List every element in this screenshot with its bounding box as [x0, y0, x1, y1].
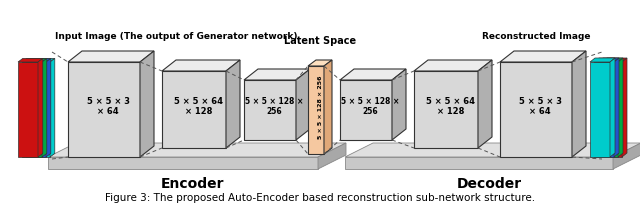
- Polygon shape: [602, 58, 627, 62]
- Polygon shape: [50, 58, 55, 157]
- Text: 5 × 5 × 128 ×
256: 5 × 5 × 128 × 256: [341, 97, 399, 116]
- Polygon shape: [345, 143, 640, 157]
- Polygon shape: [226, 60, 240, 148]
- Polygon shape: [140, 51, 154, 157]
- Text: Latent Space: Latent Space: [284, 36, 356, 46]
- Text: Encoder: Encoder: [161, 177, 225, 191]
- Polygon shape: [622, 58, 627, 157]
- Polygon shape: [324, 60, 332, 154]
- Polygon shape: [610, 58, 615, 157]
- Polygon shape: [68, 51, 154, 62]
- Polygon shape: [618, 58, 623, 157]
- Polygon shape: [162, 71, 226, 148]
- Polygon shape: [30, 62, 50, 157]
- Text: 5 × 5 × 64
× 128: 5 × 5 × 64 × 128: [173, 96, 223, 116]
- Polygon shape: [244, 69, 310, 80]
- Polygon shape: [22, 58, 47, 62]
- Polygon shape: [308, 60, 332, 66]
- Polygon shape: [478, 60, 492, 148]
- Text: Decoder: Decoder: [456, 177, 522, 191]
- Polygon shape: [613, 143, 640, 169]
- Polygon shape: [18, 58, 43, 62]
- Polygon shape: [572, 51, 586, 157]
- Polygon shape: [162, 60, 240, 71]
- Text: 5 × 5 × 128 ×
256: 5 × 5 × 128 × 256: [245, 97, 303, 116]
- Polygon shape: [392, 69, 406, 140]
- Polygon shape: [594, 58, 619, 62]
- Polygon shape: [345, 157, 613, 169]
- Polygon shape: [590, 62, 610, 157]
- Polygon shape: [18, 62, 38, 157]
- Polygon shape: [38, 58, 43, 157]
- Polygon shape: [46, 58, 51, 157]
- Polygon shape: [22, 62, 42, 157]
- Text: Figure 3: The proposed Auto-Encoder based reconstruction sub-network structure.: Figure 3: The proposed Auto-Encoder base…: [105, 193, 535, 203]
- Text: 5 × 5 × 3
× 64: 5 × 5 × 3 × 64: [86, 96, 130, 116]
- Polygon shape: [590, 58, 615, 62]
- Polygon shape: [340, 80, 392, 140]
- Text: 5 × 5 × 3
× 64: 5 × 5 × 3 × 64: [518, 96, 562, 116]
- Text: Input Image (The output of Generator network): Input Image (The output of Generator net…: [55, 31, 298, 41]
- Polygon shape: [598, 62, 618, 157]
- Text: 5 × 5 × 64
× 128: 5 × 5 × 64 × 128: [426, 96, 475, 116]
- Polygon shape: [26, 62, 46, 157]
- Polygon shape: [602, 62, 622, 157]
- Polygon shape: [318, 143, 346, 169]
- Text: Reconstructed Image: Reconstructed Image: [481, 31, 590, 41]
- Polygon shape: [614, 58, 619, 157]
- Polygon shape: [296, 69, 310, 140]
- Polygon shape: [414, 60, 492, 71]
- Polygon shape: [48, 157, 318, 169]
- Polygon shape: [340, 69, 406, 80]
- Polygon shape: [244, 80, 296, 140]
- Polygon shape: [598, 58, 623, 62]
- Polygon shape: [308, 66, 324, 154]
- Polygon shape: [500, 62, 572, 157]
- Polygon shape: [26, 58, 51, 62]
- Polygon shape: [30, 58, 55, 62]
- Polygon shape: [48, 143, 346, 157]
- Polygon shape: [414, 71, 478, 148]
- Polygon shape: [594, 62, 614, 157]
- Text: 5 × 5 × 128 × 256: 5 × 5 × 128 × 256: [317, 75, 323, 139]
- Polygon shape: [500, 51, 586, 62]
- Polygon shape: [68, 62, 140, 157]
- Polygon shape: [42, 58, 47, 157]
